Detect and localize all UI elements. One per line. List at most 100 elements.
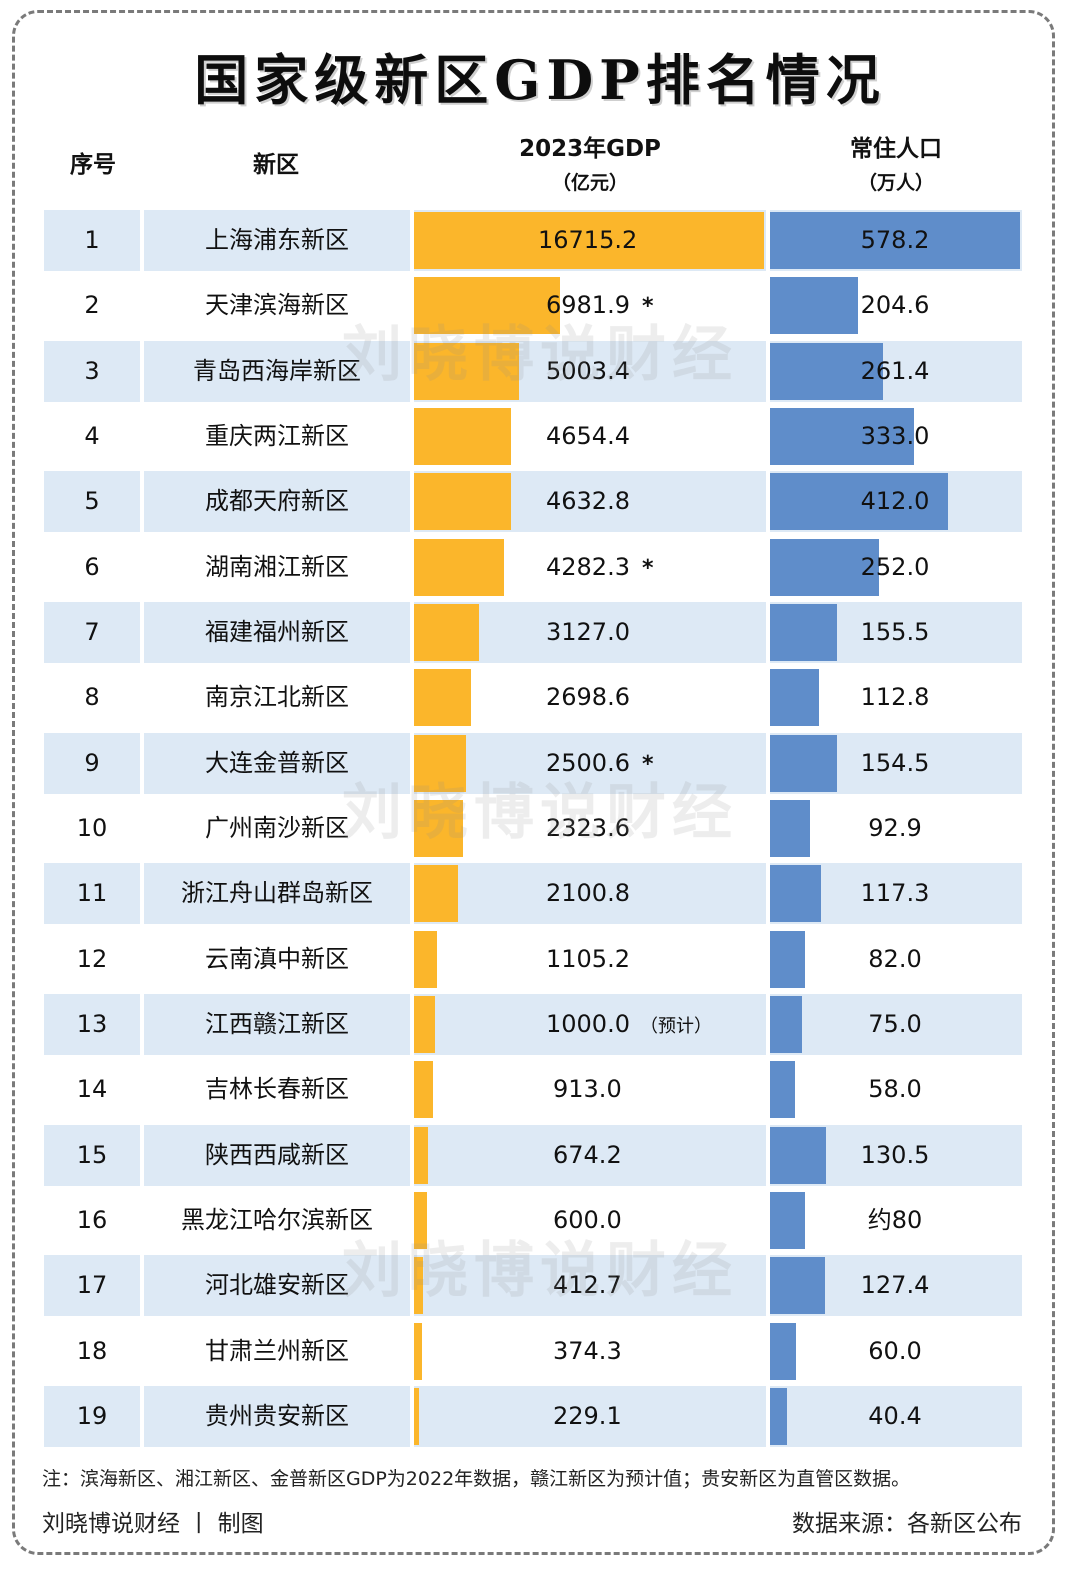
- gdp-value-label: 2100.8: [546, 879, 630, 907]
- column-divider: [140, 667, 144, 728]
- rank-cell: 11: [76, 879, 108, 907]
- table-row: [44, 863, 1022, 924]
- column-divider: [766, 863, 770, 924]
- column-divider: [766, 1125, 770, 1186]
- column-divider: [766, 471, 770, 532]
- gdp-bar: [414, 408, 512, 465]
- gdp-bar: [414, 735, 467, 792]
- district-name-cell: 陕西西咸新区: [205, 1141, 349, 1169]
- population-value: 82.0: [868, 945, 922, 973]
- district-name-cell: 江西赣江新区: [205, 1010, 349, 1038]
- rank-cell: 14: [76, 1075, 108, 1103]
- rank-cell: 9: [84, 749, 100, 777]
- district-name-cell: 青岛西海岸新区: [193, 357, 361, 385]
- column-divider: [766, 798, 770, 859]
- population-value: 58.0: [868, 1075, 922, 1103]
- population-bar: [770, 1192, 805, 1249]
- district-name-cell: 大连金普新区: [205, 749, 349, 777]
- district-name-cell: 黑龙江哈尔滨新区: [181, 1206, 373, 1234]
- table-row: [44, 1255, 1022, 1316]
- column-divider: [140, 798, 144, 859]
- column-divider: [410, 537, 414, 598]
- gdp-bar: [414, 931, 438, 988]
- gdp-2022-mark: *: [641, 556, 654, 581]
- district-name-cell: 河北雄安新区: [205, 1271, 349, 1299]
- data-source: 数据来源：各新区公布: [792, 1511, 1022, 1537]
- gdp-2022-mark: *: [641, 294, 654, 319]
- district-name-cell: 吉林长春新区: [205, 1075, 349, 1103]
- gdp-value-label: 2323.6: [546, 814, 630, 842]
- column-divider: [410, 667, 414, 728]
- population-value: 60.0: [868, 1337, 922, 1365]
- gdp-bar: [414, 996, 435, 1053]
- population-bar: [770, 408, 914, 465]
- column-divider: [766, 667, 770, 728]
- population-value: 112.8: [860, 683, 930, 711]
- rank-cell: 15: [76, 1141, 108, 1169]
- gdp-bar: [414, 865, 458, 922]
- rank-cell: 6: [84, 553, 100, 581]
- gdp-value: 913.0: [553, 1059, 622, 1120]
- gdp-value-label: 5003.4: [546, 357, 630, 385]
- district-name-cell: 福建福州新区: [205, 618, 349, 646]
- rank-cell: 7: [84, 618, 100, 646]
- column-divider: [766, 1059, 770, 1120]
- population-bar: [770, 212, 1020, 269]
- gdp-bar: [414, 212, 764, 269]
- gdp-value-label: 1000.0: [546, 1010, 630, 1038]
- column-divider: [140, 406, 144, 467]
- column-divider: [140, 994, 144, 1055]
- gdp-2022-mark: *: [641, 752, 654, 777]
- district-name-cell: 成都天府新区: [205, 487, 349, 515]
- gdp-bar: [414, 1323, 422, 1380]
- gdp-bar: [414, 1257, 423, 1314]
- rank-cell: 5: [84, 487, 100, 515]
- gdp-value: 1105.2: [546, 929, 630, 990]
- district-name-cell: 浙江舟山群岛新区: [181, 879, 373, 907]
- column-divider: [140, 1321, 144, 1382]
- column-divider: [140, 1125, 144, 1186]
- column-divider: [410, 863, 414, 924]
- district-name-cell: 南京江北新区: [205, 683, 349, 711]
- header-rank: 序号: [70, 152, 116, 178]
- rank-cell: 12: [76, 945, 108, 973]
- column-divider: [140, 863, 144, 924]
- population-bar: [770, 277, 859, 334]
- column-divider: [140, 275, 144, 336]
- column-divider: [140, 1255, 144, 1316]
- gdp-bar: [414, 343, 519, 400]
- column-divider: [410, 1386, 414, 1447]
- rank-cell: 1: [84, 226, 100, 254]
- population-value: 117.3: [860, 879, 930, 907]
- gdp-value: 229.1: [553, 1386, 622, 1447]
- column-divider: [766, 1386, 770, 1447]
- column-divider: [140, 929, 144, 990]
- column-divider: [410, 406, 414, 467]
- table-row: [44, 1386, 1022, 1447]
- gdp-value: 3127.0: [546, 602, 630, 663]
- column-divider: [410, 275, 414, 336]
- gdp-bar: [414, 669, 471, 726]
- gdp-value-label: 6981.9: [546, 291, 630, 319]
- gdp-value: 4282.3 *: [546, 537, 654, 598]
- gdp-value: 2500.6 *: [546, 733, 654, 794]
- gdp-bar: [414, 1388, 419, 1445]
- header-pop-unit: （万人）: [857, 172, 934, 194]
- column-divider: [140, 1386, 144, 1447]
- population-bar: [770, 539, 879, 596]
- gdp-value-label: 4654.4: [546, 422, 630, 450]
- gdp-value-label: 16715.2: [538, 226, 638, 254]
- gdp-value: 600.0: [553, 1190, 622, 1251]
- population-bar: [770, 931, 806, 988]
- column-divider: [410, 1125, 414, 1186]
- gdp-value-label: 412.7: [553, 1271, 622, 1299]
- column-divider: [766, 602, 770, 663]
- column-divider: [766, 929, 770, 990]
- population-value: 333.0: [860, 422, 930, 450]
- population-bar: [770, 1323, 796, 1380]
- gdp-value: 4632.8: [546, 471, 630, 532]
- gdp-value: 412.7: [553, 1255, 622, 1316]
- gdp-value-label: 1105.2: [546, 945, 630, 973]
- rank-cell: 17: [76, 1271, 108, 1299]
- column-divider: [766, 406, 770, 467]
